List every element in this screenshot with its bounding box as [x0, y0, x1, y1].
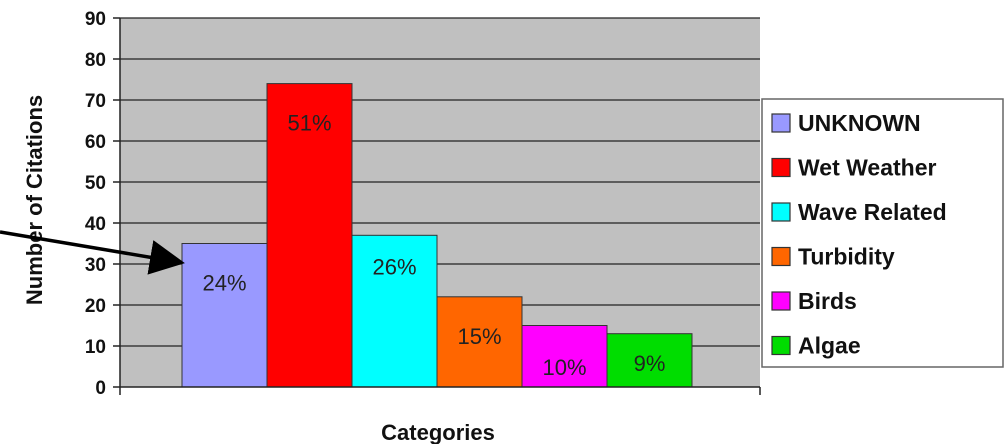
y-tick-label: 70: [85, 91, 106, 112]
y-tick-label: 90: [85, 9, 106, 30]
y-tick-label: 60: [85, 132, 106, 153]
legend-swatch: [771, 157, 791, 178]
y-tick-label: 0: [95, 378, 106, 399]
bar-value-label: 15%: [457, 324, 501, 349]
y-tick-label: 50: [85, 173, 106, 194]
legend-swatch: [771, 202, 791, 222]
legend-label: Wet Weather: [798, 155, 937, 181]
bar-value-label: 26%: [372, 254, 416, 279]
annotation-arrow: [0, 230, 185, 275]
bar-wave-related: [351, 234, 438, 388]
legend-label: Birds: [798, 288, 857, 314]
y-tick-label: 10: [85, 337, 106, 358]
bar-turbidity: [436, 296, 523, 388]
bar-value-label: 10%: [542, 355, 586, 380]
legend-swatch: [771, 335, 791, 356]
legend-label: Algae: [798, 333, 861, 359]
bar-value-label: 9%: [634, 351, 666, 376]
bar-value-label: 24%: [202, 271, 246, 296]
legend-label: Wave Related: [798, 199, 947, 225]
legend-swatch: [771, 113, 791, 133]
bar-unknown: [181, 243, 268, 388]
bar-birds: [521, 325, 608, 388]
y-axis-title: Number of Citations: [22, 95, 47, 305]
legend: [761, 98, 1004, 368]
y-tick-label: 40: [85, 214, 106, 235]
bar-value-label: 51%: [287, 111, 331, 136]
legend-label: Turbidity: [798, 244, 895, 270]
legend-swatch: [771, 291, 791, 311]
legend-label: UNKNOWN: [798, 110, 921, 136]
y-tick-label: 80: [85, 50, 106, 71]
bar-wet-weather: [266, 83, 353, 388]
x-axis-title: Categories: [381, 420, 495, 444]
y-tick-label: 30: [85, 255, 106, 276]
legend-swatch: [771, 246, 791, 267]
y-tick-label: 20: [85, 296, 106, 317]
